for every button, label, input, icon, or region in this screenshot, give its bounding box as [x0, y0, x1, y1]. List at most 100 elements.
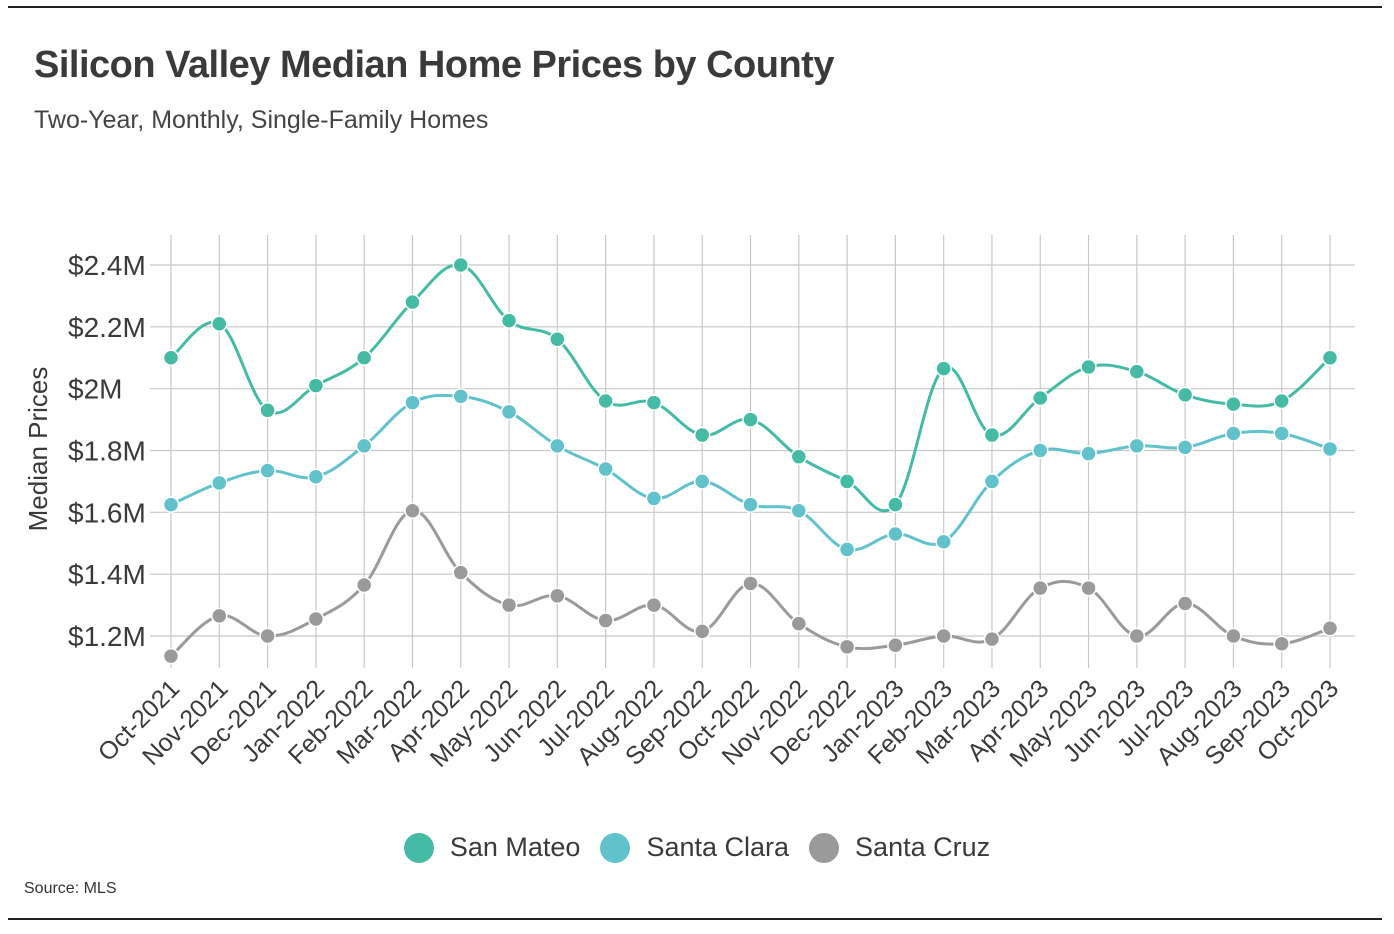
data-point-santa-cruz [259, 627, 276, 645]
gridlines [150, 235, 1355, 668]
data-point-santa-cruz [935, 627, 952, 645]
y-tick-label: $2.4M [68, 250, 146, 281]
chart-title: Silicon Valley Median Home Prices by Cou… [34, 44, 834, 86]
data-point-santa-clara [1273, 425, 1290, 442]
data-point-santa-clara [693, 473, 711, 490]
data-point-santa-clara [742, 496, 759, 513]
data-point-san-mateo [1321, 349, 1339, 366]
y-tick-label: $1.8M [68, 436, 146, 467]
data-point-santa-cruz [1176, 595, 1194, 612]
legend-item-santa-cruz: Santa Cruz [809, 832, 990, 863]
data-point-santa-clara [645, 490, 663, 507]
legend-swatch [403, 832, 434, 863]
data-point-santa-cruz [742, 575, 759, 592]
data-point-san-mateo [935, 360, 952, 377]
x-axis-ticks: Oct-2021Nov-2021Dec-2021Jan-2022Feb-2022… [93, 674, 1345, 772]
legend-label: San Mateo [449, 832, 581, 862]
y-axis-label: Median Prices [23, 367, 53, 532]
data-point-santa-cruz [1080, 579, 1097, 597]
data-point-santa-cruz [983, 630, 1001, 648]
data-point-san-mateo [404, 293, 421, 311]
data-point-santa-cruz [838, 638, 856, 656]
data-point-santa-cruz [790, 615, 808, 632]
data-point-santa-clara [549, 437, 566, 455]
data-point-san-mateo [162, 349, 180, 366]
data-point-santa-clara [307, 468, 325, 486]
data-point-san-mateo [1032, 389, 1049, 407]
data-point-santa-cruz [549, 587, 566, 605]
data-point-santa-cruz [211, 607, 228, 625]
data-point-santa-clara [452, 388, 469, 405]
data-point-santa-clara [404, 394, 421, 411]
data-point-san-mateo [693, 426, 711, 444]
bottom-rule [8, 918, 1382, 920]
data-point-san-mateo [500, 312, 518, 329]
data-point-santa-clara [838, 541, 856, 558]
data-point-santa-clara [983, 473, 1001, 490]
y-axis-ticks: $1.2M $1.4M $1.6M $1.8M $2M $2.2M $2.4M [68, 250, 146, 652]
data-point-san-mateo [1273, 392, 1290, 410]
data-point-santa-clara [355, 437, 373, 455]
data-point-san-mateo [887, 496, 904, 513]
data-point-santa-clara [500, 403, 518, 421]
data-point-san-mateo [1128, 363, 1146, 380]
data-point-san-mateo [742, 411, 759, 428]
data-point-santa-cruz [887, 637, 904, 654]
data-point-santa-clara [887, 525, 904, 543]
chart-subtitle: Two-Year, Monthly, Single-Family Homes [34, 106, 489, 134]
data-point-santa-cruz [597, 612, 614, 629]
legend-item-san-mateo: San Mateo [403, 832, 581, 863]
data-point-santa-cruz [1128, 627, 1146, 645]
data-point-santa-clara [1321, 440, 1339, 458]
data-point-san-mateo [259, 402, 276, 419]
data-point-santa-cruz [307, 610, 325, 628]
data-point-santa-cruz [162, 647, 180, 665]
data-point-santa-cruz [1321, 620, 1339, 637]
legend: San Mateo Santa Clara Santa Cruz [0, 832, 1394, 863]
data-point-santa-cruz [404, 502, 421, 520]
data-point-santa-cruz [1273, 635, 1290, 652]
data-point-santa-cruz [1032, 579, 1049, 597]
y-tick-label: $1.6M [68, 497, 146, 528]
legend-label: Santa Clara [646, 832, 790, 862]
data-point-santa-clara [1080, 445, 1097, 462]
y-tick-label: $2.2M [68, 312, 146, 343]
data-point-santa-clara [935, 533, 952, 550]
data-point-santa-clara [162, 496, 180, 513]
data-point-san-mateo [838, 473, 856, 490]
data-point-santa-clara [211, 474, 228, 492]
data-point-santa-cruz [693, 623, 711, 640]
series-points [162, 256, 1339, 665]
data-point-san-mateo [307, 377, 325, 394]
y-tick-label: $1.2M [68, 621, 146, 652]
data-point-san-mateo [983, 426, 1001, 444]
data-point-santa-clara [790, 502, 808, 520]
data-point-san-mateo [790, 448, 808, 465]
data-point-san-mateo [549, 330, 566, 348]
data-point-san-mateo [355, 349, 373, 366]
legend-label: Santa Cruz [855, 832, 991, 862]
data-point-san-mateo [1080, 358, 1097, 376]
legend-swatch [809, 832, 840, 863]
data-point-san-mateo [645, 394, 663, 411]
data-point-santa-clara [1032, 442, 1049, 459]
data-point-santa-clara [597, 460, 614, 478]
data-point-santa-clara [1225, 425, 1242, 442]
top-rule [8, 6, 1382, 8]
legend-item-santa-clara: Santa Clara [600, 832, 789, 863]
data-point-santa-cruz [355, 576, 373, 594]
source-note: Source: MLS [24, 880, 117, 897]
data-point-santa-clara [1176, 439, 1194, 456]
y-tick-label: $1.4M [68, 559, 146, 590]
legend-swatch [600, 832, 631, 863]
y-tick-label: $2M [68, 374, 122, 405]
data-point-san-mateo [211, 315, 228, 332]
data-point-san-mateo [1176, 386, 1194, 404]
data-point-santa-cruz [452, 564, 469, 581]
data-point-san-mateo [1225, 395, 1242, 413]
data-point-santa-clara [1128, 437, 1146, 455]
data-point-santa-cruz [500, 596, 518, 614]
data-point-santa-clara [259, 462, 276, 479]
data-point-san-mateo [452, 256, 469, 274]
